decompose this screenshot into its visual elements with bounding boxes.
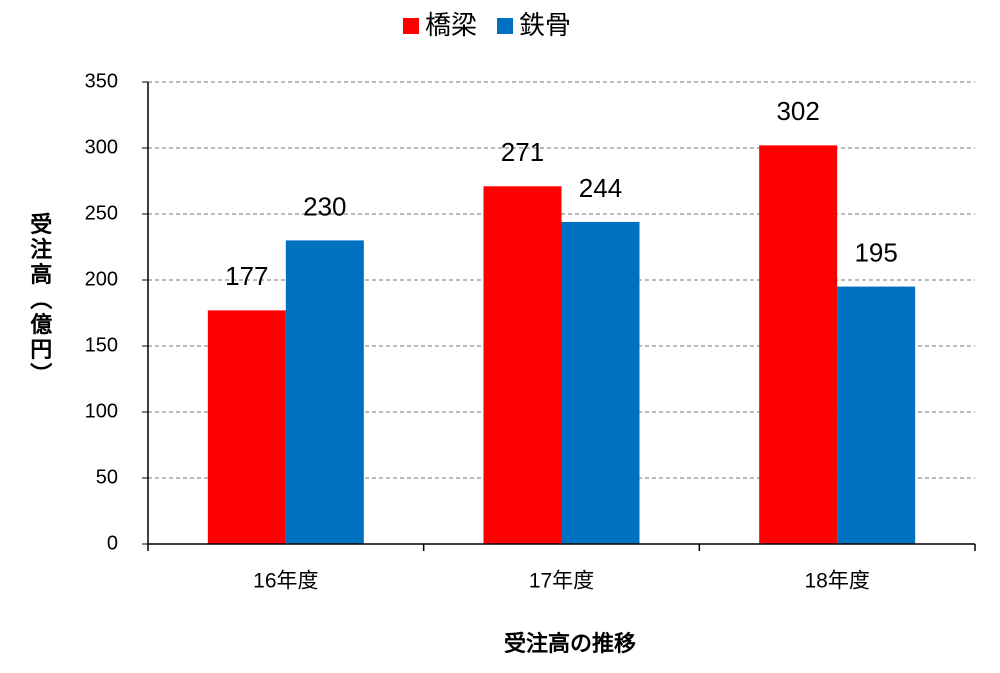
value-label: 195 [854, 237, 897, 267]
value-label: 177 [225, 261, 268, 291]
legend-swatch [403, 18, 419, 34]
bar [285, 240, 364, 544]
bar [207, 310, 286, 544]
bar [483, 186, 562, 544]
bar [837, 286, 916, 544]
legend-label: 鉄骨 [519, 10, 571, 40]
value-label: 302 [776, 96, 819, 126]
y-tick-label: 200 [85, 268, 118, 290]
y-tick-label: 100 [85, 400, 118, 422]
legend-swatch [497, 18, 514, 34]
legend-label: 橋梁 [425, 10, 477, 40]
y-tick-label: 250 [85, 202, 118, 224]
y-axis-title: 受注高（億円） [27, 212, 52, 388]
bar [561, 221, 640, 545]
y-tick-label: 50 [96, 466, 118, 488]
value-label: 230 [303, 191, 346, 221]
x-axis-title: 受注高の推移 [504, 631, 636, 656]
y-tick-label: 150 [85, 334, 118, 356]
x-tick-label: 17年度 [529, 570, 594, 593]
y-tick-label: 350 [85, 70, 118, 92]
y-tick-label: 0 [107, 532, 118, 554]
x-tick-label: 18年度 [804, 570, 869, 593]
x-tick-label: 16年度 [253, 570, 318, 593]
value-label: 244 [579, 173, 622, 203]
bar [759, 145, 838, 545]
value-label: 271 [501, 137, 544, 167]
y-tick-label: 300 [85, 136, 118, 158]
